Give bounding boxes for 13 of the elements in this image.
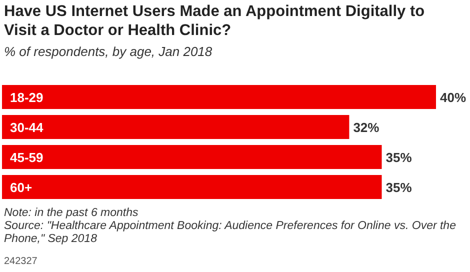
source-note: Source: "Healthcare Appointment Booking: Audience Preferences for Online vs. Over the Phone," Sep 2018	[4, 220, 457, 246]
data-label: 40%	[440, 90, 466, 105]
data-label: 32%	[353, 120, 380, 135]
y-tick-label: 18-29	[10, 90, 44, 105]
chart-subtitle: % of respondents, by age, Jan 2018	[4, 44, 212, 59]
data-label: 35%	[386, 150, 412, 165]
y-tick-label: 45-59	[10, 150, 44, 165]
y-tick-label: 30-44	[10, 120, 44, 135]
chart-title: Have US Internet Users Made an Appointment Digitally to Visit a Doctor or Health Clinic?	[4, 2, 426, 40]
text: Note: in the past 6 months	[4, 207, 140, 220]
data-label: 35%	[386, 180, 412, 195]
text: 242327	[4, 256, 38, 267]
y-tick-label: 60+	[10, 180, 32, 195]
